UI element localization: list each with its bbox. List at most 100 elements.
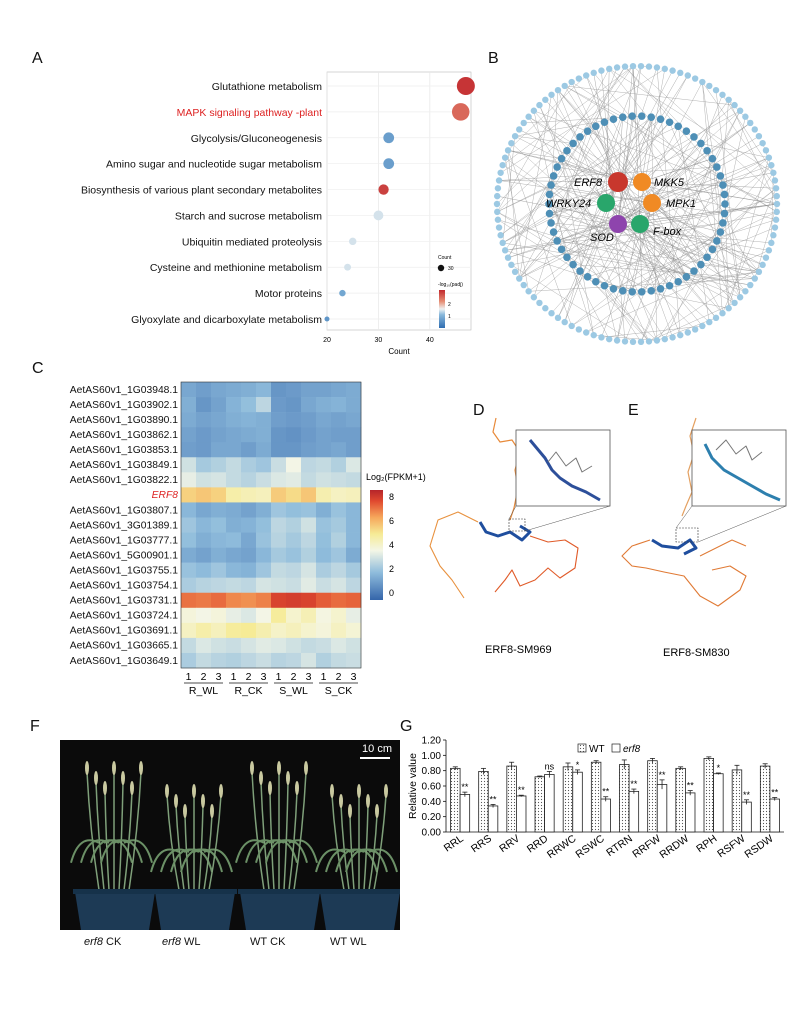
heat-cell <box>196 397 212 413</box>
inner-node <box>563 146 571 155</box>
row-label: AetAS60v1_3G01389.1 <box>70 520 178 531</box>
stem <box>340 804 350 891</box>
stem <box>349 814 355 891</box>
heat-cell <box>196 652 212 669</box>
inner-node <box>628 288 637 296</box>
inset-chain-e <box>703 443 781 502</box>
y-tick-label: 0.40 <box>422 797 442 808</box>
outer-node <box>653 64 661 71</box>
ear <box>330 784 334 798</box>
panel-label-g: G <box>400 718 413 735</box>
category-label: RPH <box>694 833 719 856</box>
heat-cell <box>256 517 272 533</box>
heat-cell <box>271 457 287 473</box>
ear <box>174 794 178 808</box>
heat-cell <box>346 472 362 488</box>
heat-cell <box>286 412 302 428</box>
heat-cell <box>346 427 362 443</box>
col-label: 2 <box>201 671 207 683</box>
pot-label-erf8-ck: erf8 CK <box>84 936 122 948</box>
inner-node <box>713 237 721 245</box>
heat-cell <box>316 397 332 413</box>
category-label: RSFW <box>715 833 747 861</box>
heat-cell <box>271 472 287 488</box>
heat-cell <box>211 397 227 413</box>
heat-cell <box>271 427 287 443</box>
row-label: ERF8 <box>152 490 179 501</box>
heat-cell <box>331 502 347 518</box>
outer-node <box>494 208 501 216</box>
outer-node <box>583 72 590 79</box>
significance-label: ** <box>687 781 695 791</box>
inner-node <box>674 277 683 286</box>
outer-node <box>525 288 532 295</box>
panel-label-c: C <box>32 360 44 377</box>
bar-WT <box>562 766 574 833</box>
heat-cell <box>346 397 362 413</box>
heat-cell <box>271 442 287 458</box>
ear <box>348 804 352 818</box>
heat-cell <box>196 457 212 473</box>
heat-cell <box>226 592 242 609</box>
stem <box>368 814 378 891</box>
col-label: 3 <box>261 671 267 683</box>
col-label: 1 <box>186 671 192 683</box>
outer-node <box>691 326 699 333</box>
heat-cell <box>346 412 362 428</box>
heat-cell <box>226 532 242 548</box>
row-label: AetAS60v1_1G03862.1 <box>70 430 178 441</box>
ear <box>295 781 299 795</box>
row-label: AetAS60v1_1G03807.1 <box>70 505 178 516</box>
heat-cell <box>241 517 257 533</box>
inner-node <box>545 200 553 208</box>
outer-node <box>548 91 555 98</box>
heat-cell <box>331 457 347 473</box>
heat-cell <box>271 412 287 428</box>
chain-d <box>494 535 579 593</box>
panel-label-e: E <box>628 402 639 419</box>
heat-cell <box>286 547 302 563</box>
dot-2 <box>383 132 395 144</box>
heat-cell <box>316 577 332 594</box>
bar-WT <box>731 769 743 833</box>
col-label: 3 <box>306 671 312 683</box>
outer-node <box>755 268 763 276</box>
outer-node <box>691 75 699 82</box>
heat-cell <box>286 517 302 533</box>
heat-cell <box>286 457 302 473</box>
category-label: RRDW <box>657 833 691 862</box>
outer-node <box>575 75 583 82</box>
hub-label: ERF8 <box>574 177 603 189</box>
heat-cell <box>211 517 227 533</box>
scale-bar-label: 10 cm <box>362 743 392 755</box>
heat-cell <box>181 442 197 458</box>
heat-cell <box>226 547 242 563</box>
heat-cell <box>346 562 362 578</box>
heat-cell <box>301 517 317 533</box>
heat-legend-tick: 4 <box>389 540 394 550</box>
hub-node-mpk1 <box>643 194 661 212</box>
heat-cell <box>256 397 272 413</box>
heat-cell <box>271 592 287 609</box>
heat-cell <box>256 472 272 488</box>
category-label: RRV <box>497 833 522 855</box>
stem <box>203 814 213 891</box>
outer-node <box>575 326 583 333</box>
significance-label: ns <box>545 761 555 771</box>
inner-node <box>591 277 600 286</box>
heat-cell <box>286 427 302 443</box>
inner-node <box>708 154 717 163</box>
ligand-d <box>517 462 529 474</box>
outer-node <box>731 101 738 109</box>
outer-node <box>568 322 575 330</box>
legend-color-tick: 1 <box>448 314 451 320</box>
heat-cell <box>286 652 302 669</box>
dot-6 <box>349 237 357 246</box>
inner-node <box>557 154 566 163</box>
row-label: AetAS60v1_1G03691.1 <box>70 626 178 637</box>
heat-cell <box>286 382 302 398</box>
heat-cell <box>196 442 212 458</box>
heat-cell <box>256 487 272 503</box>
heat-cell <box>331 397 347 413</box>
inner-node <box>703 146 711 155</box>
